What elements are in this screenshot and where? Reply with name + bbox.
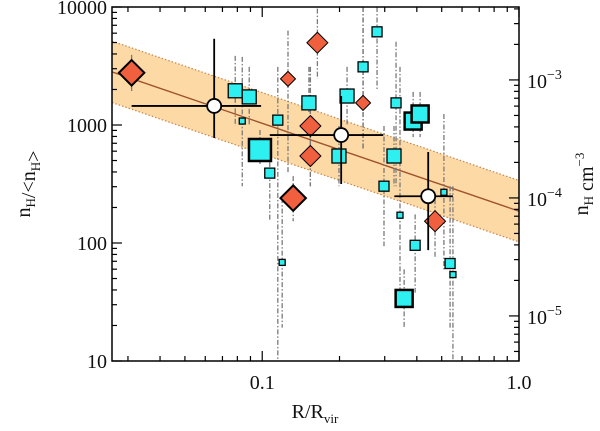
square-marker (386, 148, 402, 164)
y-tick-label: 10000 (57, 0, 107, 19)
y-tick-label: 1000 (67, 115, 107, 137)
square-marker (394, 288, 414, 309)
x-tick-label: 1.0 (507, 372, 532, 394)
square-marker (378, 180, 390, 192)
y2-tick-label: 10−3 (527, 68, 562, 93)
square-marker (410, 104, 430, 124)
square-marker (238, 117, 246, 125)
mean-circle-marker (420, 188, 437, 205)
diamond-marker (299, 144, 322, 168)
square-marker (272, 114, 284, 126)
square-marker (339, 88, 355, 104)
square-marker (444, 257, 456, 270)
y-tick-label: 10 (87, 351, 107, 373)
square-marker (278, 258, 286, 267)
square-marker (371, 26, 383, 38)
diamond-marker (279, 70, 297, 88)
band-upper-edge (112, 40, 519, 182)
y-tick-label: 100 (77, 233, 107, 255)
mean-circle-marker (206, 98, 223, 114)
square-marker (449, 270, 457, 279)
x-axis-label: R/Rvir (292, 401, 339, 426)
square-marker (440, 188, 448, 196)
y-axis-label: nH/<nH> (13, 151, 45, 218)
axes: 0.1 1.0 10 100 1000 10000 10−5 10−4 10−3 (57, 0, 562, 394)
marker-layer (117, 26, 457, 309)
diamond-marker (299, 114, 322, 138)
y2-tick-label: 10−5 (527, 304, 562, 329)
square-marker (301, 95, 317, 111)
plot-frame (111, 6, 520, 362)
diamond-marker (354, 94, 372, 112)
band-lower-edge (112, 101, 519, 243)
fit-band-layer (112, 40, 519, 243)
diamond-marker (117, 58, 146, 87)
y2-tick-label: 10−4 (527, 186, 562, 211)
square-marker (409, 239, 421, 251)
diamond-marker (279, 183, 308, 213)
square-marker (396, 211, 404, 219)
diamond-marker (306, 31, 329, 54)
square-marker (357, 61, 369, 73)
square-marker (331, 148, 347, 164)
square-marker (227, 83, 243, 99)
square-marker (241, 89, 257, 105)
fit-line (112, 71, 519, 212)
y2-axis-label: nH cm−3 (571, 153, 598, 216)
mean-circle-marker (333, 127, 350, 143)
x-tick-label: 0.1 (250, 372, 275, 394)
square-marker (390, 97, 402, 109)
square-marker (247, 137, 273, 163)
square-marker (264, 167, 276, 179)
